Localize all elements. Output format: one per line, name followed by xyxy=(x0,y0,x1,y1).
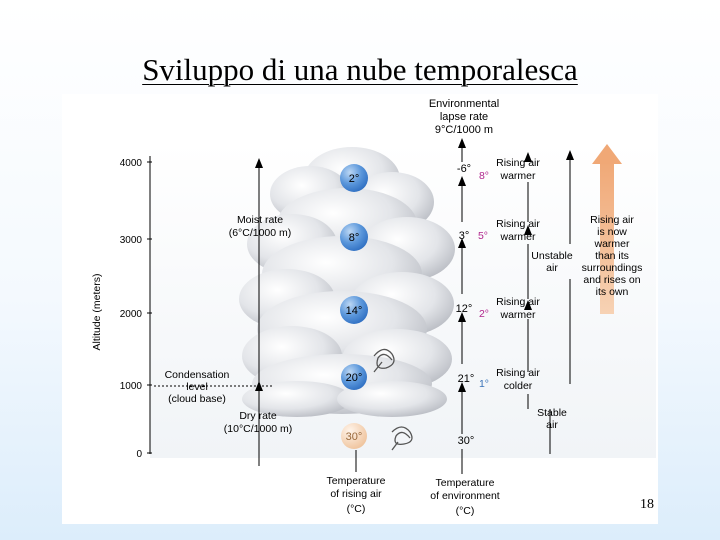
environment-temp: 30° xyxy=(458,435,475,447)
svg-text:its own: its own xyxy=(596,286,629,298)
svg-text:Rising air: Rising air xyxy=(496,157,540,169)
environment-temp: 12° xyxy=(456,303,473,315)
comparison-label: Rising air warmer xyxy=(496,296,540,321)
air-parcel-bubble xyxy=(340,223,368,251)
air-parcel-bubble xyxy=(340,164,368,192)
svg-text:(6°C/1000 m): (6°C/1000 m) xyxy=(229,227,292,239)
rising-air-big-arrow xyxy=(592,144,622,314)
svg-text:Rising air: Rising air xyxy=(496,218,540,230)
parcel-temp: 14° xyxy=(346,305,363,317)
svg-text:Environmental: Environmental xyxy=(429,98,499,110)
temperature-difference: 5° xyxy=(478,230,488,242)
svg-text:(°C): (°C) xyxy=(347,503,366,515)
rising-air-note: Rising air is now warmer than its surrou… xyxy=(582,214,643,298)
temperature-rising-air-label: Temperature of rising air (°C) xyxy=(327,475,386,515)
svg-text:9°C/1000 m: 9°C/1000 m xyxy=(435,124,493,136)
slide-title: Sviluppo di una nube temporalesca xyxy=(142,52,578,87)
air-parcel-bubbles xyxy=(340,164,368,449)
comparison-arrowhead xyxy=(524,300,532,310)
svg-text:warmer: warmer xyxy=(499,309,536,321)
svg-text:(°C): (°C) xyxy=(456,505,475,517)
parcel-temp: 30° xyxy=(346,431,363,443)
parcel-temp: 8° xyxy=(349,232,360,244)
swirl-icon xyxy=(391,426,413,451)
svg-text:Temperature: Temperature xyxy=(436,477,495,489)
svg-text:Unstable: Unstable xyxy=(531,250,573,262)
bottom-label-arrows xyxy=(355,450,463,474)
svg-text:Condensation: Condensation xyxy=(165,369,230,381)
comparison-label: Rising air warmer xyxy=(496,218,540,243)
altitude-axis-label: Altitude (meters) xyxy=(91,273,103,350)
environmental-lapse-rate-label: Environmental lapse rate 9°C/1000 m xyxy=(429,98,499,136)
altitude-ticks xyxy=(147,161,152,454)
altitude-tick-label: 4000 xyxy=(120,158,143,169)
svg-text:air: air xyxy=(546,262,558,274)
temperature-difference: 1° xyxy=(479,378,489,390)
comparison-arrowhead xyxy=(524,152,532,162)
page-number: 18 xyxy=(640,497,654,512)
environment-temp: -6° xyxy=(457,163,471,175)
temperature-difference: 8° xyxy=(479,170,489,182)
unstable-air-label: Unstable air xyxy=(531,250,573,274)
dry-rate-label: Dry rate (10°C/1000 m) xyxy=(224,410,292,435)
air-parcel-bubble xyxy=(340,296,368,324)
svg-text:Temperature: Temperature xyxy=(327,475,386,487)
svg-text:colder: colder xyxy=(504,380,533,392)
svg-text:warmer: warmer xyxy=(593,238,630,250)
svg-text:Moist rate: Moist rate xyxy=(237,214,283,226)
environment-arrowheads xyxy=(458,138,466,392)
parcel-temp: 20° xyxy=(346,372,363,384)
air-parcel-bubble xyxy=(341,364,367,390)
svg-text:(cloud base): (cloud base) xyxy=(168,393,226,405)
svg-text:warmer: warmer xyxy=(499,231,536,243)
svg-text:lapse rate: lapse rate xyxy=(440,111,488,123)
svg-text:Rising air: Rising air xyxy=(496,367,540,379)
comparison-label: Rising air warmer xyxy=(496,157,540,182)
altitude-tick-label: 1000 xyxy=(120,381,143,392)
svg-text:Rising air: Rising air xyxy=(590,214,634,226)
svg-text:surroundings: surroundings xyxy=(582,262,643,274)
svg-text:air: air xyxy=(546,419,558,431)
moist-rate-label: Moist rate (6°C/1000 m) xyxy=(229,214,292,239)
rising-air-arrowhead xyxy=(255,158,263,168)
air-parcel-bubble xyxy=(341,423,367,449)
cumulonimbus-cloud xyxy=(239,147,455,417)
svg-text:is now: is now xyxy=(597,226,627,238)
temperature-difference: 2° xyxy=(479,308,489,320)
comparison-label: Rising air colder xyxy=(496,367,540,392)
comparison-arrowhead xyxy=(524,225,532,235)
altitude-tick-label: 2000 xyxy=(120,309,143,320)
altitude-tick-label: 0 xyxy=(136,449,142,460)
stable-air-label: Stable air xyxy=(537,407,567,431)
temperature-environment-label: Temperature of environment (°C) xyxy=(430,477,500,517)
unstable-arrowhead xyxy=(566,150,574,160)
condensation-level-label: Condensation level (cloud base) xyxy=(165,369,230,405)
svg-text:than its: than its xyxy=(595,250,629,262)
svg-text:Dry rate: Dry rate xyxy=(239,410,277,422)
svg-text:Stable: Stable xyxy=(537,407,567,419)
svg-text:and rises on: and rises on xyxy=(583,274,640,286)
environment-temp: 21° xyxy=(458,373,475,385)
environment-temp: 3° xyxy=(459,230,470,242)
svg-text:of environment: of environment xyxy=(430,490,500,502)
diagram-canvas: 4000 3000 2000 1000 0 Altitude (meters) … xyxy=(91,98,656,517)
parcel-temp: 2° xyxy=(349,173,360,185)
svg-text:(10°C/1000 m): (10°C/1000 m) xyxy=(224,423,292,435)
swirl-icon xyxy=(373,348,395,373)
svg-text:Rising air: Rising air xyxy=(496,296,540,308)
altitude-tick-label: 3000 xyxy=(120,235,143,246)
svg-text:warmer: warmer xyxy=(499,170,536,182)
svg-text:level: level xyxy=(186,381,208,393)
thunderstorm-diagram: 4000 3000 2000 1000 0 Altitude (meters) … xyxy=(62,94,658,524)
svg-text:of rising air: of rising air xyxy=(330,488,382,500)
